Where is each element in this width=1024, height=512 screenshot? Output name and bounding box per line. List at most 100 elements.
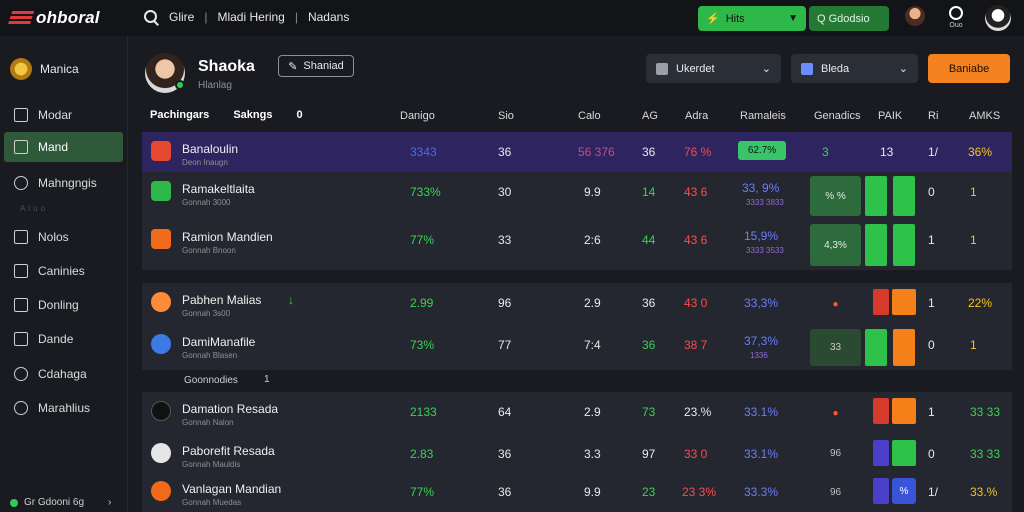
row-value: 2.99 bbox=[410, 296, 434, 310]
row-value: 33 0 bbox=[684, 447, 708, 461]
sidebar-item-label: Donling bbox=[38, 298, 79, 312]
row-subtitle: Gonnah Nalon bbox=[182, 418, 234, 427]
row-value: 14 bbox=[642, 185, 656, 199]
table-row[interactable]: Pabhen Malias Gonnah 3s00 ↓ 2.99 96 2.9 … bbox=[142, 283, 1012, 325]
sidebar-faint-label: Aluo bbox=[20, 204, 49, 213]
table-row[interactable]: Paborefit Resada Gonnah Mauldis 2.83 36 … bbox=[142, 434, 1012, 472]
avatar[interactable] bbox=[905, 6, 925, 26]
map-icon bbox=[14, 140, 28, 154]
row-value: 76 % bbox=[684, 145, 712, 159]
orange-action-button[interactable]: Baniabe bbox=[928, 54, 1010, 83]
row-subtitle: Gonnah Bnoon bbox=[182, 246, 236, 255]
row-value: 1 bbox=[928, 405, 935, 419]
sidebar-item-nolos[interactable]: Nolos bbox=[4, 222, 123, 252]
row-app-icon bbox=[151, 141, 171, 161]
purple-cell bbox=[873, 478, 889, 504]
primary-green-button[interactable]: ⚡ Hits ▼ bbox=[698, 6, 806, 31]
row-subvalue: 3333 3533 bbox=[746, 246, 784, 255]
sidebar-item-mand[interactable]: Mand bbox=[4, 132, 123, 162]
column-header[interactable]: Ramaleis bbox=[740, 110, 786, 122]
red-cell bbox=[873, 398, 889, 424]
row-value: 2.9 bbox=[584, 405, 601, 419]
column-header[interactable]: Adra bbox=[685, 110, 709, 122]
row-name: Paborefit Resada bbox=[182, 444, 275, 458]
purple-cell bbox=[873, 440, 889, 466]
column-header[interactable]: Sio bbox=[498, 110, 514, 122]
table-row[interactable]: Ramakeltlaita Gonnah 3000 733% 30 9.9 14… bbox=[142, 172, 1012, 220]
app-logo[interactable]: ohboral bbox=[7, 7, 100, 29]
column-header[interactable]: Calo bbox=[578, 110, 601, 122]
search-item[interactable]: Glire bbox=[169, 10, 195, 24]
profile-subtitle: Hlanlag bbox=[198, 80, 232, 91]
sidebar-item-dande[interactable]: Dande bbox=[4, 324, 123, 354]
row-value: 1/ bbox=[928, 145, 939, 159]
sidebar-user[interactable]: Manica bbox=[10, 58, 79, 80]
row-app-icon bbox=[151, 401, 171, 421]
column-header[interactable]: Genadics bbox=[814, 110, 861, 122]
sidebar-item-marahlius[interactable]: Marahlius bbox=[4, 393, 123, 423]
table-row[interactable]: Ramion Mandien Gonnah Bnoon 77% 33 2:6 4… bbox=[142, 220, 1012, 270]
sidebar-item-label: Mahngngis bbox=[38, 176, 97, 190]
arrow-down-icon: ↓ bbox=[288, 293, 294, 307]
column-header[interactable]: PAIK bbox=[878, 110, 903, 122]
row-value: 33.3% bbox=[744, 485, 779, 499]
chevron-down-icon: ⌄ bbox=[761, 63, 771, 75]
sidebar-item-cdahaga[interactable]: Cdahaga bbox=[4, 359, 123, 389]
column-header[interactable]: Danigo bbox=[400, 110, 435, 122]
table-row[interactable]: Banaloulin Deon Inaugn 3343 36 56 376 36… bbox=[142, 132, 1012, 172]
sidebar-item-donling[interactable]: Donling bbox=[4, 290, 123, 320]
select-dropdown[interactable]: Ukerdet ⌄ bbox=[646, 54, 781, 83]
row-value: 13 bbox=[880, 145, 894, 159]
select-value: Bleda bbox=[821, 62, 850, 75]
sidebar-item-caninies[interactable]: Caninies bbox=[4, 256, 123, 286]
secondary-green-label: Q Gdodsio bbox=[817, 12, 870, 25]
section-label: Goonnodies bbox=[184, 375, 238, 386]
tab-pachingars[interactable]: Pachingars bbox=[150, 109, 210, 121]
sidebar-footer[interactable]: Gr Gdooni 6g › bbox=[10, 497, 111, 508]
secondary-green-button[interactable]: Q Gdodsio bbox=[809, 6, 889, 31]
column-header[interactable]: AG bbox=[642, 110, 658, 122]
edit-profile-button[interactable]: ✎ Shaniad bbox=[278, 55, 354, 77]
green-cell bbox=[892, 440, 916, 466]
row-subtitle: Gonnah 3s00 bbox=[182, 309, 231, 318]
chevron-right-icon: › bbox=[108, 497, 112, 508]
search-icon bbox=[14, 176, 28, 190]
tab-count[interactable]: 0 bbox=[296, 109, 303, 121]
row-app-icon bbox=[151, 181, 171, 201]
table-row[interactable]: Damation Resada Gonnah Nalon 2133 64 2.9… bbox=[142, 392, 1012, 434]
row-app-icon bbox=[151, 481, 171, 501]
search-item[interactable]: Nadans bbox=[307, 10, 350, 24]
sidebar-user-label: Manica bbox=[40, 62, 79, 76]
chevron-down-icon: ▼ bbox=[788, 13, 798, 24]
search-item[interactable]: Mladi Hering bbox=[217, 10, 285, 24]
power-button[interactable]: Ouo bbox=[946, 6, 966, 29]
sidebar-item-modar[interactable]: Modar bbox=[4, 100, 123, 130]
top-search[interactable]: Glire | Mladi Hering | Nadans bbox=[143, 9, 349, 25]
row-app-icon bbox=[151, 443, 171, 463]
sidebar-item-label: Cdahaga bbox=[38, 367, 87, 381]
column-header[interactable]: Ri bbox=[928, 110, 939, 122]
table-row[interactable]: DamiManafile Gonnah Blasen 73% 77 7:4 36… bbox=[142, 325, 1012, 370]
table-row[interactable]: Vanlagan Mandian Gonnah Muedas 77% 36 9.… bbox=[142, 472, 1012, 512]
row-value: 15,9% bbox=[744, 229, 779, 243]
row-value: 43 6 bbox=[684, 233, 708, 247]
tab-sakngs[interactable]: Sakngs bbox=[233, 109, 273, 121]
globe-icon bbox=[14, 367, 28, 381]
row-subvalue: 3333 3833 bbox=[746, 198, 784, 207]
row-name: Banaloulin bbox=[182, 142, 239, 156]
row-value: 37,3% bbox=[744, 334, 779, 348]
sidebar-item-mahngngis[interactable]: Mahngngis bbox=[4, 168, 123, 198]
row-value: 2.9 bbox=[584, 296, 601, 310]
select-dropdown[interactable]: Bleda ⌄ bbox=[791, 54, 918, 83]
search-icon[interactable] bbox=[143, 9, 159, 25]
primary-green-label: Hits bbox=[725, 12, 745, 25]
user-avatar[interactable] bbox=[985, 5, 1011, 31]
top-bar: ohboral Glire | Mladi Hering | Nadans ⚡ … bbox=[0, 0, 1024, 36]
row-value: 30 bbox=[498, 185, 512, 199]
chevron-down-icon: ⌄ bbox=[898, 63, 908, 75]
separator: | bbox=[204, 10, 208, 24]
status-badge: ● bbox=[810, 397, 861, 429]
row-app-icon bbox=[151, 334, 171, 354]
green-cell bbox=[865, 224, 887, 266]
column-header[interactable]: AMKS bbox=[969, 110, 1001, 122]
